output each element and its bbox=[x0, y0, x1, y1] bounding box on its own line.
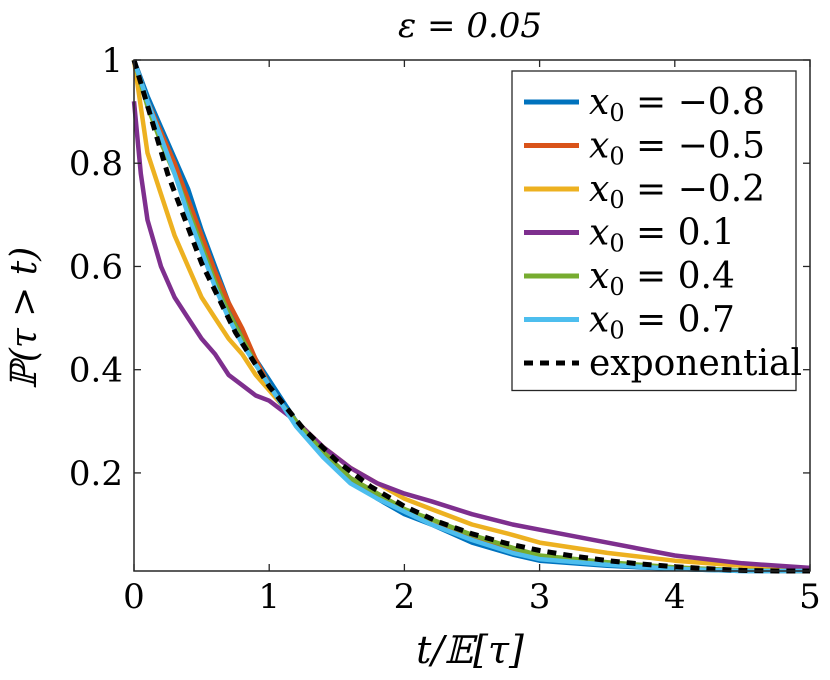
x-tick-label: 5 bbox=[799, 577, 821, 617]
series-line-5 bbox=[131, 59, 810, 574]
series-line-6 bbox=[131, 59, 810, 574]
y-tick-label: 0.8 bbox=[69, 144, 123, 184]
y-axis-ticks: 0.2 0.4 0.6 0.8 1 bbox=[69, 41, 810, 494]
legend-label-5: x0 = 0.7 bbox=[589, 300, 735, 345]
x-axis-label: t/𝔼[τ] bbox=[416, 628, 524, 672]
plot-frame bbox=[133, 59, 811, 572]
x-tick-label: 0 bbox=[123, 577, 145, 617]
y-tick-label: 0.4 bbox=[69, 351, 123, 391]
y-tick-label: 1 bbox=[101, 41, 123, 81]
x-tick-label: 3 bbox=[529, 577, 551, 617]
y-axis-label: ℙ(τ > t) bbox=[4, 247, 45, 390]
x-tick-label: 2 bbox=[394, 577, 416, 617]
x-tick-label: 4 bbox=[664, 577, 686, 617]
legend-label-2: x0 = −0.2 bbox=[589, 169, 765, 214]
legend-label-0: x0 = −0.8 bbox=[589, 82, 765, 127]
x-axis-ticks: 0 1 2 3 4 5 bbox=[123, 60, 821, 617]
legend: x0 = −0.8x0 = −0.5x0 = −0.2x0 = 0.1x0 = … bbox=[511, 70, 802, 392]
y-tick-label: 0.2 bbox=[69, 454, 123, 494]
legend-label-3: x0 = 0.1 bbox=[589, 213, 735, 258]
plot-marks bbox=[131, 59, 811, 574]
legend-label-1: x0 = −0.5 bbox=[589, 126, 765, 171]
legend-label-6: exponential bbox=[589, 343, 802, 384]
legend-label-4: x0 = 0.4 bbox=[589, 256, 735, 301]
x-tick-label: 1 bbox=[258, 577, 280, 617]
y-tick-label: 0.6 bbox=[69, 247, 123, 287]
chart-title: ε = 0.05 bbox=[398, 6, 542, 46]
